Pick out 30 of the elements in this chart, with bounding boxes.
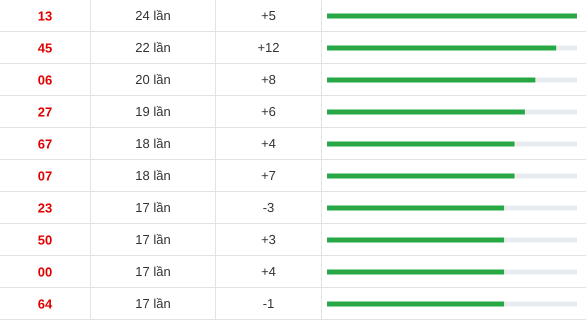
y-tick-label: 45 <box>38 40 52 56</box>
text: +5 <box>260 7 277 25</box>
data-label: 24 lần <box>134 7 172 25</box>
y-tick-label: 27 <box>38 104 52 120</box>
y-tick-label: 07 <box>38 168 52 184</box>
y-tick-label: 00 <box>38 264 52 280</box>
data-label: 20 lần <box>134 71 172 89</box>
text: +8 <box>260 71 277 89</box>
data-label: 17 lần <box>134 263 172 281</box>
text: -1 <box>262 295 276 313</box>
y-tick-label: 50 <box>38 232 52 248</box>
text: +4 <box>260 263 277 281</box>
y-tick-label: 67 <box>38 136 52 152</box>
data-label: 17 lần <box>134 295 172 313</box>
y-tick-label: 13 <box>38 8 52 24</box>
text: +6 <box>260 103 277 121</box>
data-label: 19 lần <box>134 103 172 121</box>
text: +3 <box>260 231 277 249</box>
data-label: 18 lần <box>134 135 172 153</box>
data-label: 22 lần <box>134 39 172 57</box>
text: +4 <box>260 135 277 153</box>
data-label: 17 lần <box>134 199 172 217</box>
y-tick-label: 23 <box>38 200 52 216</box>
text: -3 <box>262 199 276 217</box>
data-label: 18 lần <box>134 167 172 185</box>
y-tick-label: 64 <box>38 296 53 312</box>
y-tick-label: 06 <box>38 72 52 88</box>
text: +12 <box>256 39 281 57</box>
text: +7 <box>260 167 277 185</box>
data-label: 17 lần <box>134 231 172 249</box>
